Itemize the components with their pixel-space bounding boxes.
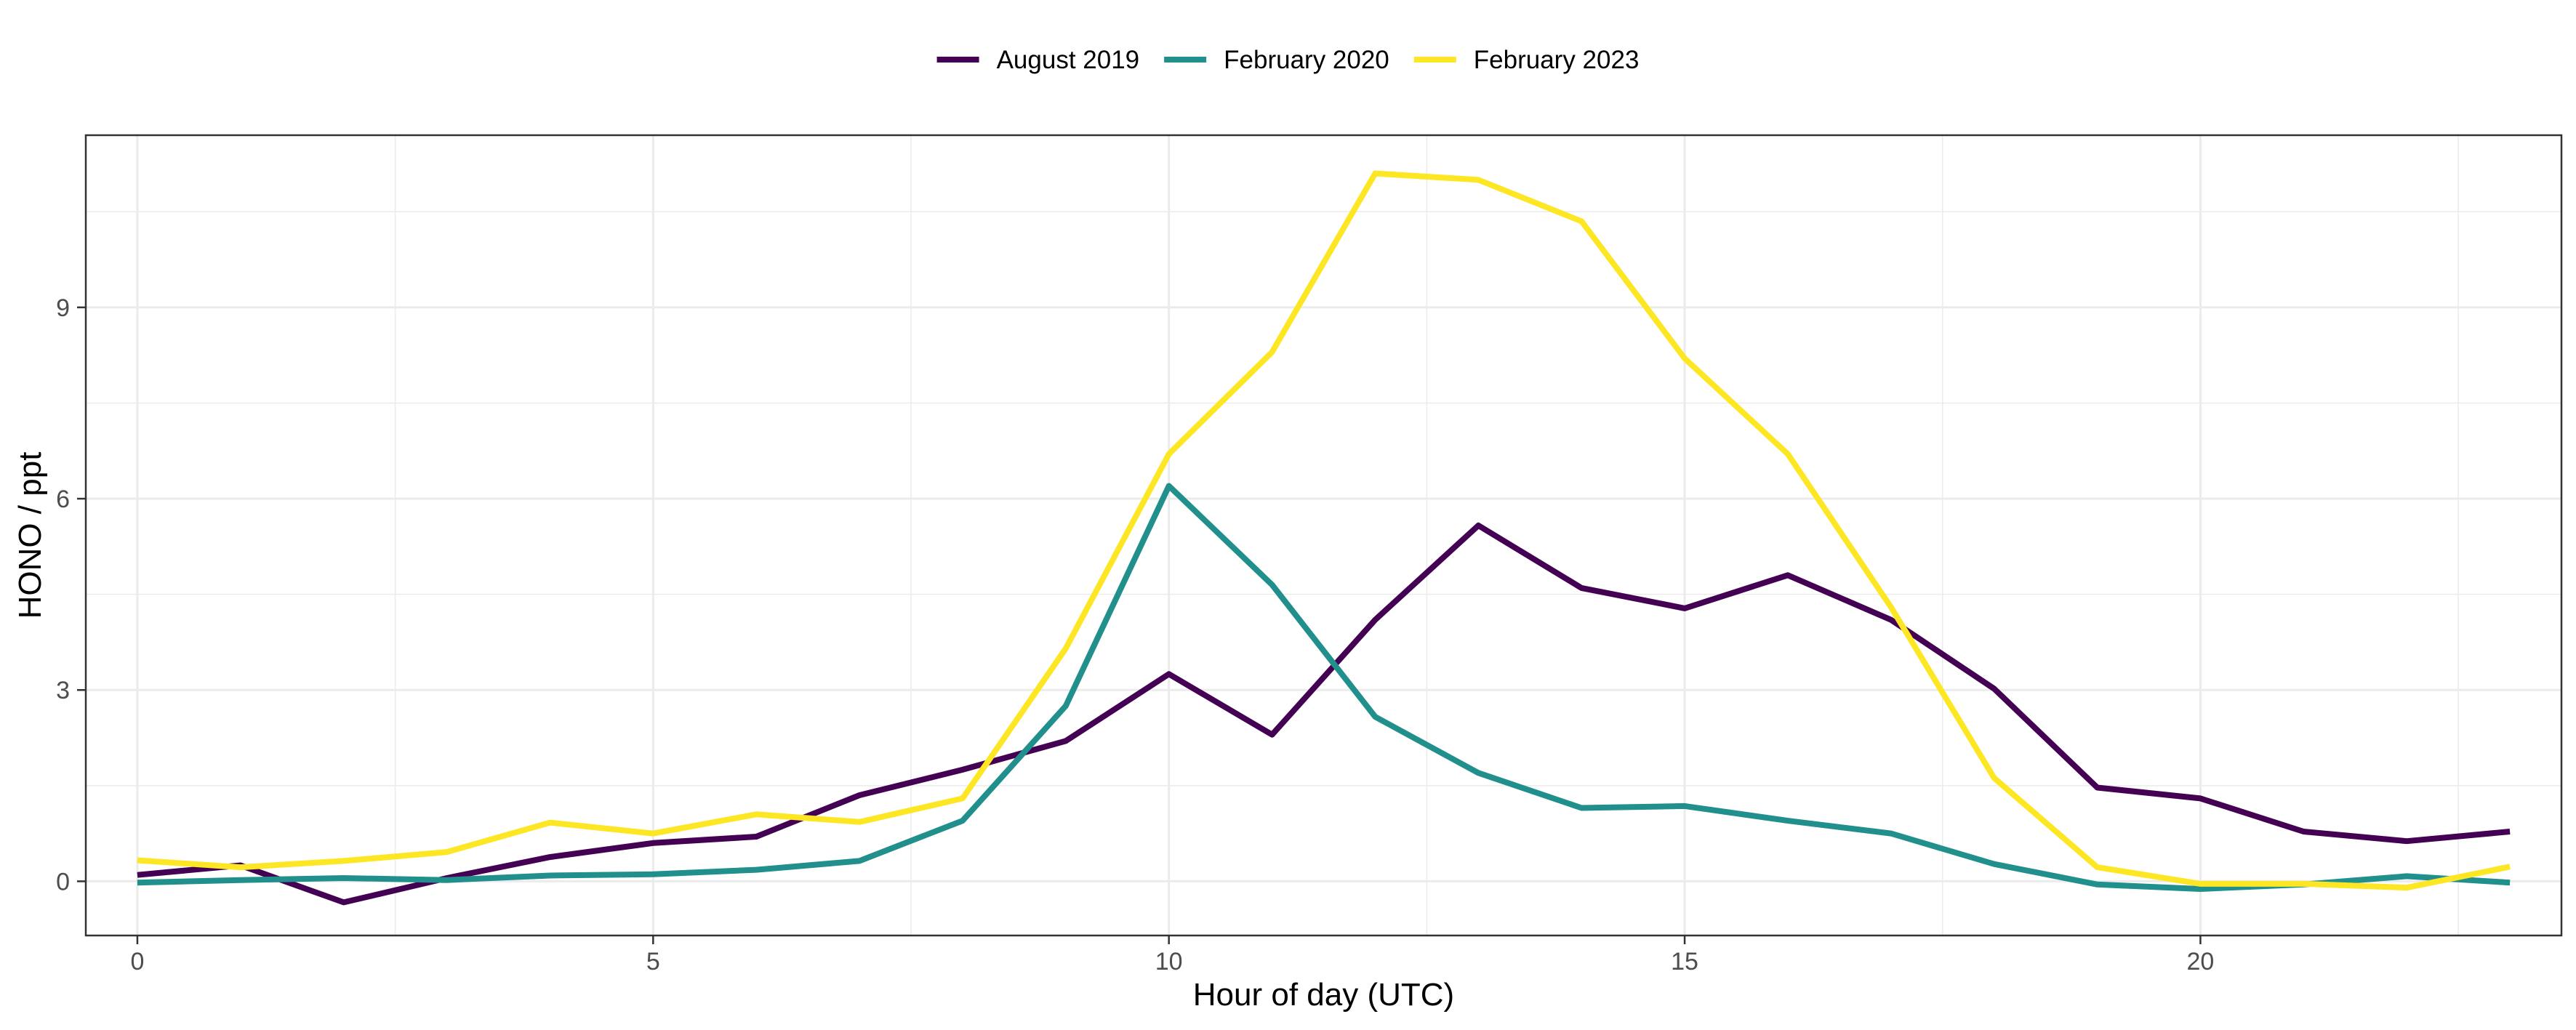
major-gridlines [86, 135, 2561, 936]
minor-gridlines [86, 135, 2561, 936]
y-tick-label: 9 [56, 294, 70, 322]
y-tick-label: 6 [56, 486, 70, 513]
series-line-february-2020 [137, 483, 2511, 892]
y-axis: 0 3 6 9 [56, 294, 86, 896]
series-line-february-2023 [137, 170, 2511, 891]
x-tick-label: 15 [1671, 948, 1698, 975]
y-tick-label: 0 [56, 868, 70, 896]
legend-label: February 2020 [1224, 46, 1389, 74]
x-tick-label: 20 [2187, 948, 2215, 975]
x-tick-label: 5 [646, 948, 660, 975]
legend-label: August 2019 [997, 46, 1140, 74]
x-tick-label: 10 [1155, 948, 1183, 975]
x-axis: 0 5 10 15 20 [130, 936, 2214, 975]
y-axis-title: HONO / ppt [12, 452, 48, 619]
series-line-august-2019 [137, 522, 2511, 906]
y-tick-label: 3 [56, 677, 70, 704]
x-axis-title: Hour of day (UTC) [1193, 977, 1454, 1013]
plot-panel [86, 135, 2561, 936]
plot-panel-border [84, 134, 2563, 937]
legend-label: February 2023 [1474, 46, 1640, 74]
series-lines [137, 170, 2511, 906]
legend: August 2019 February 2020 February 2023 [936, 46, 1640, 74]
x-tick-label: 0 [130, 948, 144, 975]
